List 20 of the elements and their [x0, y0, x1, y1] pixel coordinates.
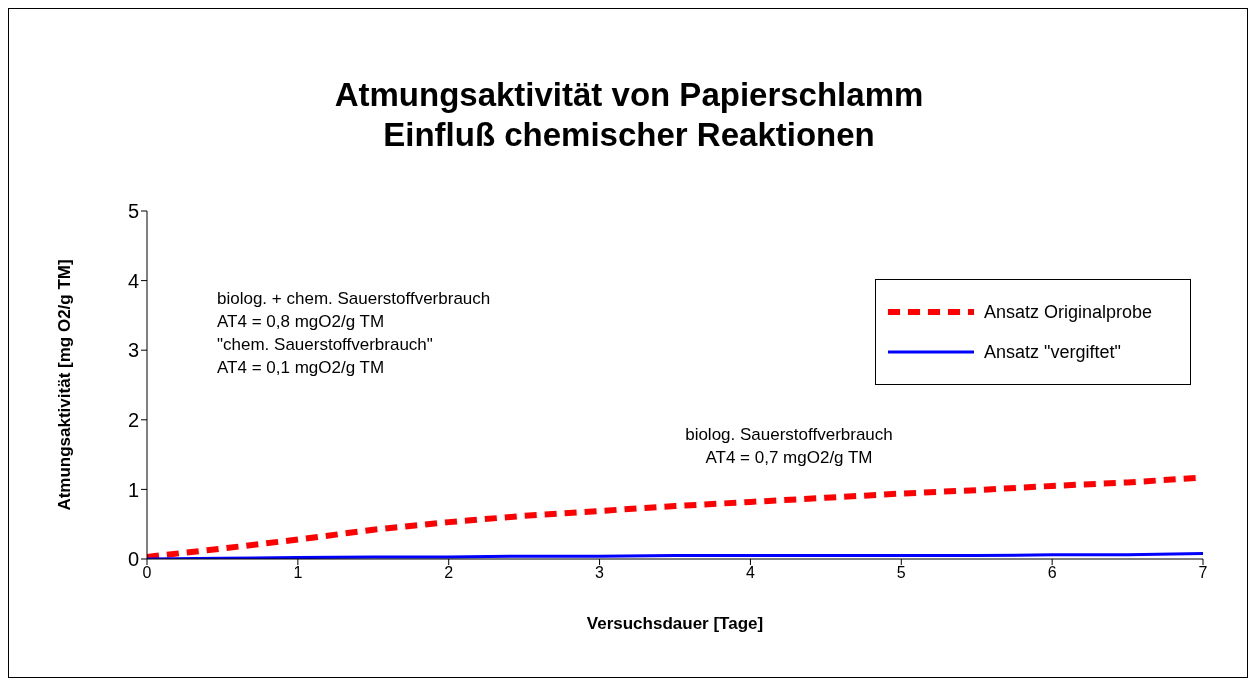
y-tick-label: 1 [127, 478, 139, 501]
chart-title: Atmungsaktivität von Papierschlamm Einfluß chemischer Reaktionen [333, 75, 925, 155]
y-tick-label: 5 [127, 200, 139, 223]
x-tick-label: 4 [745, 564, 755, 582]
x-axis-title: Versuchsdauer [Tage] [586, 614, 764, 633]
x-tick-label: 0 [142, 564, 152, 582]
legend-label: Ansatz Originalprobe [984, 301, 1153, 323]
legend-label: Ansatz "vergiftet" [984, 341, 1121, 363]
x-tick-label: 1 [293, 564, 303, 582]
x-tick-label: 3 [595, 564, 605, 582]
annotation: biolog. Sauerstoffverbrauch AT4 = 0,7 mgO2/g TM [684, 424, 894, 469]
x-tick-label: 6 [1047, 564, 1057, 582]
annotation: biolog. + chem. Sauerstoffverbrauch AT4 = 0,8 mgO2/g TM "chem. Sauerstoffverbrauch" AT4 = 0,1 mgO2/g TM [217, 288, 491, 379]
x-tick-label: 2 [444, 564, 454, 582]
y-tick-label: 3 [127, 339, 139, 362]
x-tick-label: 7 [1198, 564, 1208, 582]
x-tick-label: 5 [896, 564, 906, 582]
y-tick-label: 2 [127, 408, 139, 431]
y-axis-title: Atmungsaktivität [mg O2/g TM] [55, 259, 75, 511]
y-tick-label: 4 [127, 269, 139, 292]
